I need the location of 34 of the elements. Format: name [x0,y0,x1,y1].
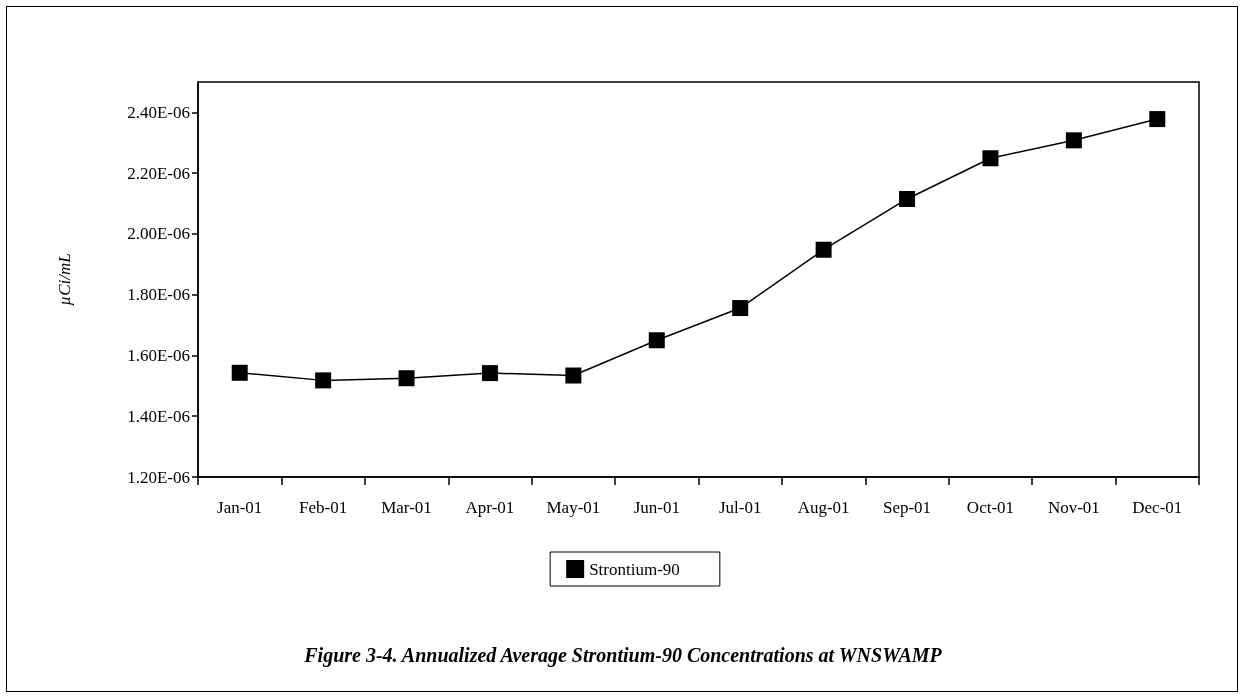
point [1065,132,1082,149]
y-axis-title: µCi/mL [55,253,74,306]
x-tick-label: Nov-01 [1047,498,1100,517]
x-tick-label: Sep-01 [882,498,932,517]
point [732,300,749,317]
y-tick-label: 1.40E-06 [127,406,190,426]
point [982,150,999,167]
point [815,241,832,258]
x-tick-label: Jan-01 [217,498,263,517]
y-tick-label: 2.40E-06 [127,102,190,122]
y-tick-label: 2.20E-06 [127,163,190,183]
y-tick-label: 1.60E-06 [127,345,190,365]
x-tick-label: Apr-01 [465,498,515,517]
x-tick-label: May-01 [546,498,601,517]
x-tick-label: Aug-01 [797,498,850,517]
point [899,190,916,207]
point [315,372,332,389]
x-tick-label: Jul-01 [718,498,762,517]
x-tick-label: Oct-01 [966,498,1015,517]
x-tick-label: Mar-01 [381,498,432,517]
point [1149,111,1166,128]
x-tick-label: Dec-01 [1132,498,1183,517]
point [398,370,415,387]
y-tick-label: 1.80E-06 [127,285,190,305]
x-tick-label: Jun-01 [633,498,680,517]
text: Figure 3-4. Annualized Average Strontium-90 Concentrations at WNSWAMP [303,644,943,667]
y-tick-label: 1.20E-06 [127,467,190,487]
point [648,332,665,349]
point [231,364,248,381]
point [565,367,582,384]
x-tick-label: Feb-01 [299,498,348,517]
point [481,365,498,382]
y-tick-label: 2.00E-06 [127,224,190,244]
legend-label: Strontium-90 [589,559,680,579]
